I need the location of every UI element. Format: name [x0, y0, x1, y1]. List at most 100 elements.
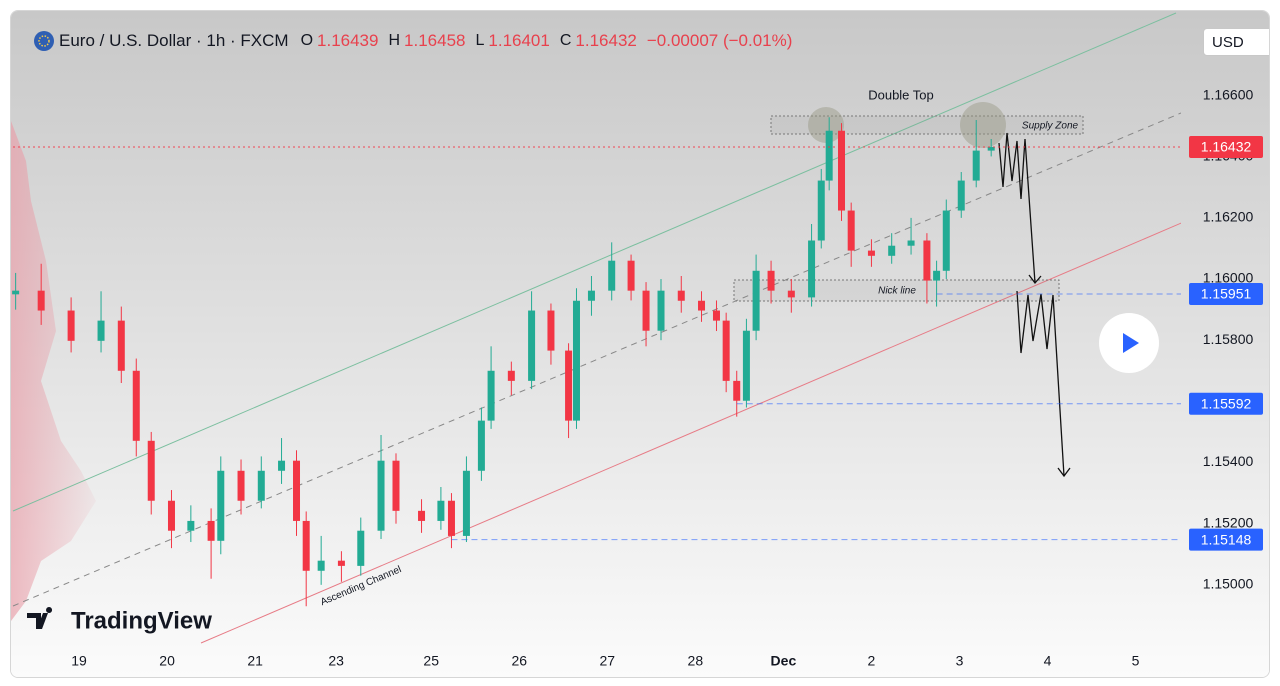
candle-body — [507, 370, 515, 381]
candle-body — [627, 260, 635, 291]
candle-body — [787, 290, 795, 298]
ohlc-key: O — [300, 32, 314, 49]
chart-frame: Double Top Supply Zone Nick line Ascendi… — [10, 10, 1270, 678]
projection-arrow — [998, 132, 1036, 284]
candle-body — [392, 460, 400, 511]
y-tick-label: 1.15800 — [1203, 331, 1254, 347]
ohlc-value: 1.16401 — [488, 31, 550, 50]
price-tag-label: 1.16432 — [1201, 139, 1252, 155]
candle-body — [752, 270, 760, 331]
ohlc-value: 1.16439 — [317, 31, 379, 50]
x-tick-label: 25 — [423, 653, 439, 669]
candle-body — [907, 240, 915, 246]
candle-body — [147, 440, 155, 501]
x-tick-label: 27 — [600, 653, 616, 669]
y-tick-label: 1.15200 — [1203, 514, 1254, 530]
price-tag — [1189, 135, 1263, 158]
y-tick-label: 1.15000 — [1203, 576, 1254, 592]
y-tick-label: 1.16200 — [1203, 209, 1254, 225]
candle-body — [257, 470, 265, 501]
series — [12, 117, 995, 607]
candle-body — [608, 260, 616, 291]
volume-profile — [11, 121, 96, 621]
top-marker — [960, 102, 1006, 148]
price-tag-label: 1.15148 — [1201, 531, 1252, 547]
price-tag-label: 1.15951 — [1201, 286, 1252, 302]
candle-body — [547, 310, 555, 351]
candle-body — [698, 300, 706, 311]
candle-body — [722, 320, 730, 381]
background — [11, 11, 1269, 677]
candle-body — [207, 520, 215, 541]
price-tag — [1189, 392, 1263, 415]
candle-body — [418, 510, 426, 521]
symbol-icon — [34, 31, 54, 51]
candle-body — [462, 470, 470, 536]
annotation: Double Top — [868, 87, 934, 102]
watermark: TradingView — [27, 607, 212, 634]
candle-body — [377, 460, 385, 531]
y-tick-label: 1.16600 — [1203, 86, 1254, 102]
x-tick-label: 26 — [511, 653, 527, 669]
x-tick-label: 19 — [71, 653, 87, 669]
candle-body — [237, 470, 245, 501]
x-tick-label: 3 — [956, 653, 964, 669]
candle-body — [987, 146, 995, 151]
play-button[interactable] — [1099, 313, 1159, 373]
candle-body — [67, 310, 75, 341]
neckline-zone — [733, 279, 1060, 302]
currency-button[interactable]: USD — [1203, 28, 1269, 56]
top-marker — [808, 107, 844, 143]
candle-body — [357, 530, 365, 566]
x-tick-label: Dec — [771, 653, 797, 669]
arrow-head — [1057, 467, 1071, 478]
candle-body — [838, 130, 846, 211]
candle-body — [97, 320, 105, 341]
x-tick-label: 2 — [868, 653, 876, 669]
candle-body — [337, 560, 345, 566]
candle-body — [825, 130, 833, 181]
ohlc-value: 1.16432 — [575, 31, 637, 50]
supply-zone — [770, 115, 1084, 135]
x-tick-label: 5 — [1132, 653, 1140, 669]
candle-body — [642, 290, 650, 331]
projection-arrow — [1016, 290, 1065, 477]
candle-body — [957, 180, 965, 211]
candle-body — [712, 310, 720, 321]
logo-text: TradingView — [71, 607, 212, 634]
candle-body — [933, 270, 941, 281]
annotation: Nick line — [878, 286, 916, 297]
price-tag-label: 1.15592 — [1201, 396, 1252, 412]
channel-upper — [12, 12, 1177, 512]
candle-body — [447, 500, 455, 536]
candle-body — [767, 270, 775, 291]
candle-body — [572, 300, 580, 421]
candle-body — [487, 370, 495, 421]
candle-body — [167, 500, 175, 531]
x-tick-label: 28 — [688, 653, 704, 669]
candle-body — [657, 290, 665, 331]
candle-body — [972, 150, 980, 181]
candle-body — [132, 370, 140, 441]
candle-body — [942, 210, 950, 271]
x-tick-label: 23 — [328, 653, 344, 669]
ohlc-key: L — [475, 32, 485, 49]
candle-body — [587, 290, 595, 301]
candle-body — [528, 310, 536, 381]
change: −0.00007 (−0.01%) — [646, 31, 793, 50]
candle-body — [677, 290, 685, 301]
channel-lower — [200, 222, 1181, 644]
ohlc-value: 1.16458 — [404, 31, 466, 50]
logo — [27, 607, 53, 629]
candle-body — [817, 180, 825, 241]
play-icon[interactable] — [1123, 333, 1139, 353]
y-tick-label: 1.15400 — [1203, 453, 1254, 469]
candle-body — [733, 380, 741, 401]
arrow-head — [1028, 274, 1042, 285]
candle-body — [565, 350, 573, 421]
symbol-title: Euro / U.S. Dollar · 1h · FXCM — [59, 31, 289, 50]
candle-body — [293, 460, 301, 521]
annotation: Supply Zone — [1022, 121, 1079, 132]
price-tag — [1189, 283, 1263, 306]
